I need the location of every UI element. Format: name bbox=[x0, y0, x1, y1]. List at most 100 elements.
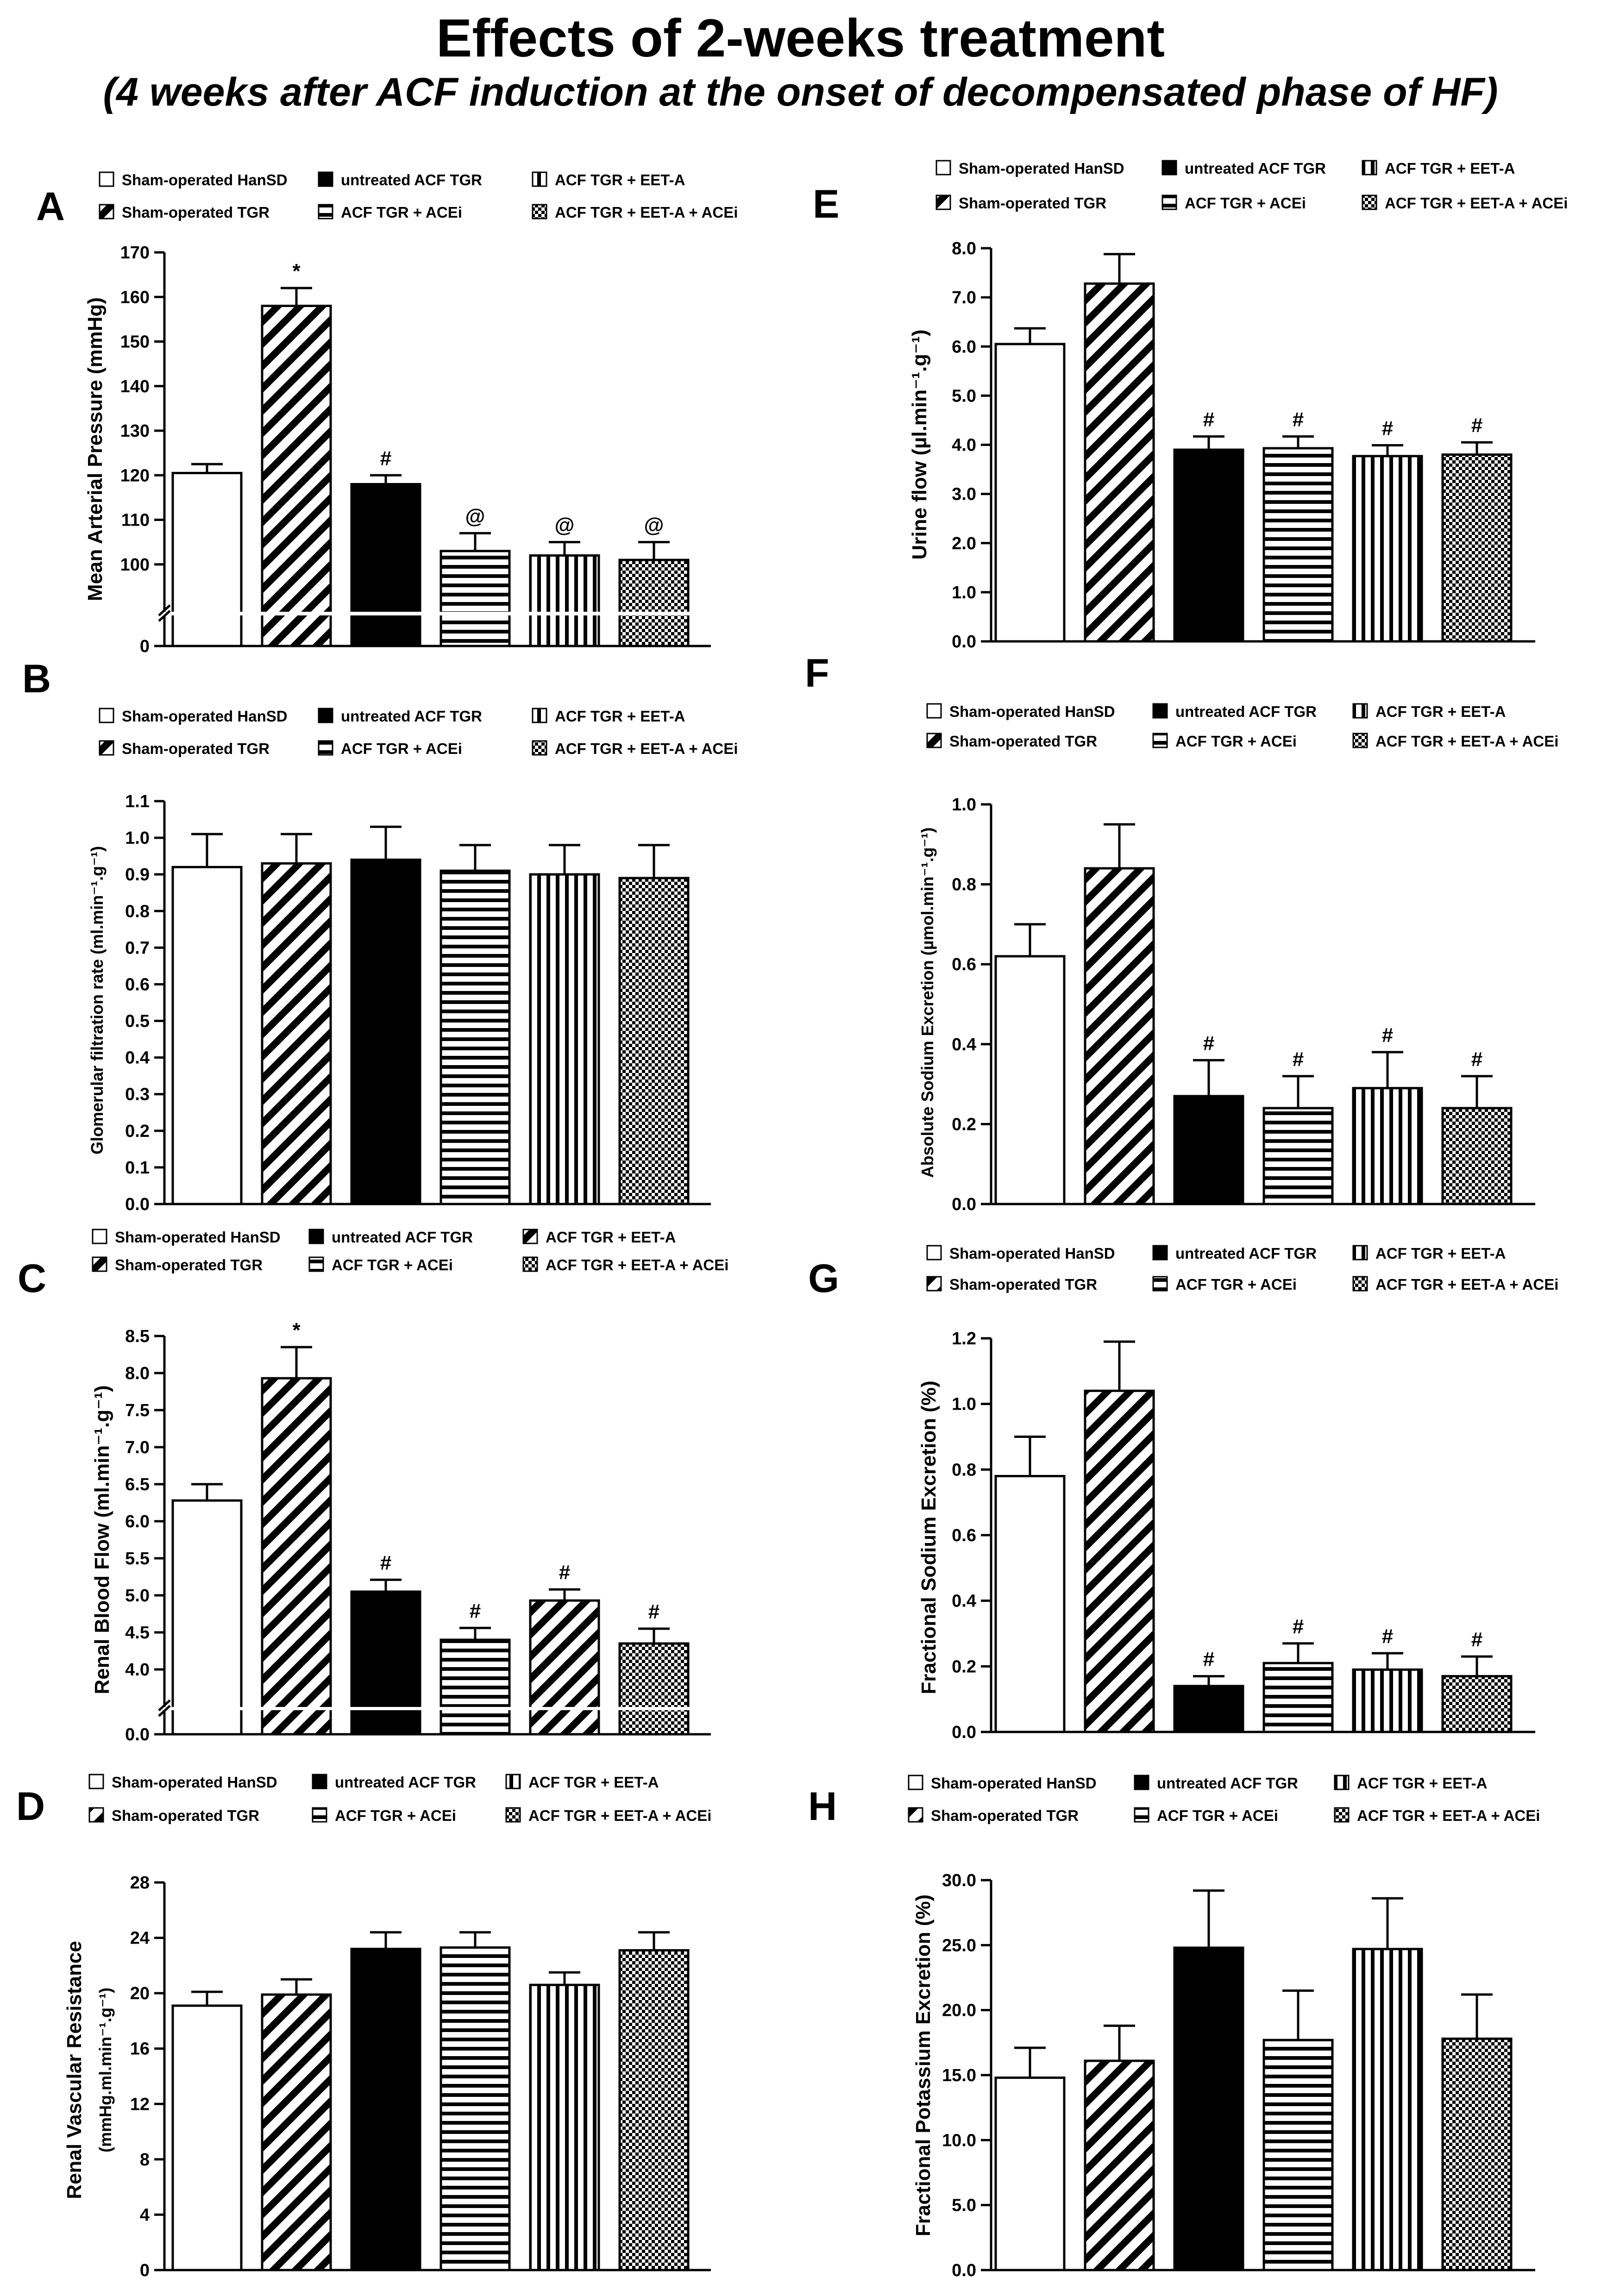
axis-break-mark bbox=[158, 1699, 171, 1712]
bar bbox=[1173, 1685, 1244, 1733]
legend-swatch bbox=[908, 1807, 923, 1823]
y-tick-label: 5.0 bbox=[952, 386, 976, 406]
bar bbox=[1084, 1389, 1155, 1733]
legend-swatch bbox=[1152, 703, 1168, 719]
bar bbox=[529, 1983, 600, 2271]
legend-swatch bbox=[1352, 703, 1368, 719]
bar bbox=[171, 866, 243, 1205]
legend-swatch bbox=[522, 1256, 538, 1272]
axis-break-gap bbox=[151, 612, 711, 615]
legend-swatch bbox=[926, 703, 942, 719]
y-tick-label: 8.0 bbox=[125, 1364, 150, 1383]
legend-swatch bbox=[99, 740, 114, 756]
bar bbox=[1352, 1087, 1423, 1205]
legend-label: untreated ACF TGR bbox=[1185, 160, 1326, 177]
legend-swatch bbox=[318, 204, 333, 220]
y-tick-label: 10.0 bbox=[942, 2131, 976, 2150]
panel-b: B Sham-operated HanSD Sham-operated TGR unt… bbox=[22, 657, 738, 1214]
legend-swatch bbox=[908, 1775, 923, 1790]
legend-label: Sham-operated HanSD bbox=[112, 1774, 277, 1791]
legend-label: Sham-operated HanSD bbox=[122, 708, 288, 725]
y-tick-label: 5.5 bbox=[125, 1549, 150, 1568]
y-tick-label: 5.0 bbox=[125, 1586, 150, 1606]
bar bbox=[261, 1377, 332, 1736]
legend-swatch bbox=[926, 733, 942, 748]
bar bbox=[1352, 455, 1423, 643]
panel-letter: B bbox=[22, 657, 51, 701]
legend-swatch bbox=[1352, 1245, 1368, 1261]
legend-swatch bbox=[318, 708, 333, 723]
legend-label: untreated ACF TGR bbox=[1175, 703, 1317, 720]
legend-swatch bbox=[532, 740, 547, 756]
legend-label: ACF TGR + EET-A bbox=[1357, 1775, 1487, 1792]
legend-label: ACF TGR + ACEi bbox=[1175, 1276, 1297, 1293]
legend-swatch bbox=[1152, 733, 1168, 748]
legend-swatch bbox=[935, 194, 951, 210]
legend-label: Sham-operated TGR bbox=[931, 1807, 1079, 1824]
legend-swatch bbox=[312, 1774, 327, 1789]
y-tick-label: 170 bbox=[120, 243, 150, 263]
bar bbox=[1173, 448, 1244, 643]
y-tick-label: 24 bbox=[130, 1929, 150, 1948]
significance-marker: # bbox=[1471, 1048, 1482, 1071]
y-tick-label: 8.0 bbox=[952, 239, 976, 258]
significance-marker: # bbox=[380, 1551, 391, 1574]
y-tick-label: 0.4 bbox=[952, 1035, 976, 1054]
legend-label: ACF TGR + EET-A + ACEi bbox=[528, 1807, 711, 1824]
legend-swatch bbox=[99, 708, 114, 723]
legend-swatch bbox=[1352, 1276, 1368, 1292]
legend-swatch bbox=[1152, 1276, 1168, 1292]
y-tick-label: 2.0 bbox=[952, 534, 976, 553]
y-tick-label: 0.8 bbox=[952, 1460, 976, 1480]
significance-marker: # bbox=[1293, 408, 1304, 431]
bar bbox=[261, 305, 332, 647]
legend-label: ACF TGR + ACEi bbox=[1175, 733, 1297, 750]
significance-marker: # bbox=[1382, 1625, 1393, 1648]
legend-swatch bbox=[1362, 194, 1377, 210]
panel-h: H Sham-operated HanSD Sham-operated TGR unt… bbox=[808, 1775, 1540, 2280]
legend-label: Sham-operated TGR bbox=[112, 1807, 259, 1824]
legend-swatch bbox=[88, 1807, 104, 1823]
panel-letter: F bbox=[805, 651, 829, 696]
y-tick-label: 28 bbox=[130, 1873, 150, 1893]
legend: Sham-operated HanSD Sham-operated TGR untr… bbox=[926, 1245, 1558, 1293]
legend: Sham-operated HanSD Sham-operated TGR untr… bbox=[99, 708, 738, 757]
bar bbox=[350, 1590, 421, 1736]
figure-title: Effects of 2-weeks treatment bbox=[436, 8, 1165, 68]
bar bbox=[439, 550, 511, 647]
y-tick-label: 0 bbox=[140, 637, 150, 656]
significance-marker: # bbox=[1203, 1032, 1214, 1054]
legend-swatch bbox=[99, 171, 114, 187]
y-axis-label: Glomerular filtration rate (ml.min⁻¹.g⁻¹… bbox=[88, 846, 107, 1154]
y-tick-label: 0.2 bbox=[952, 1115, 976, 1134]
legend-swatch bbox=[1134, 1775, 1149, 1790]
y-tick-label: 0.4 bbox=[125, 1048, 150, 1068]
axis-break-mark bbox=[158, 610, 171, 622]
significance-marker: # bbox=[1203, 1648, 1214, 1671]
panel-e: E Sham-operated HanSD Sham-operated TGR unt… bbox=[813, 160, 1568, 652]
legend-swatch bbox=[308, 1256, 324, 1272]
bar bbox=[618, 558, 690, 647]
panel-g: G Sham-operated HanSD Sham-operated TGR unt… bbox=[808, 1245, 1558, 1742]
bar bbox=[1441, 1107, 1513, 1205]
significance-marker: # bbox=[648, 1600, 659, 1623]
legend-swatch bbox=[1134, 1807, 1149, 1823]
legend-swatch bbox=[1352, 733, 1368, 748]
y-tick-label: 130 bbox=[120, 421, 150, 441]
legend-label: untreated ACF TGR bbox=[335, 1774, 476, 1791]
bar bbox=[171, 2004, 243, 2271]
legend-label: Sham-operated HanSD bbox=[115, 1229, 281, 1246]
legend-label: ACF TGR + EET-A bbox=[555, 708, 685, 725]
bar bbox=[1262, 2039, 1334, 2271]
significance-marker: @ bbox=[555, 514, 575, 537]
bar bbox=[1441, 2037, 1513, 2271]
significance-marker: @ bbox=[644, 514, 664, 537]
y-tick-label: 0.1 bbox=[125, 1158, 150, 1178]
legend-label: ACF TGR + EET-A bbox=[555, 171, 685, 188]
significance-marker: # bbox=[1382, 1024, 1393, 1047]
significance-marker: # bbox=[470, 1600, 481, 1622]
bar bbox=[171, 1499, 243, 1736]
y-tick-label: 1.0 bbox=[952, 1395, 976, 1414]
axis-break-mark bbox=[158, 1705, 171, 1717]
y-axis-label: Absolute Sodium Excretion (µmol.min⁻¹.g⁻… bbox=[918, 828, 937, 1178]
